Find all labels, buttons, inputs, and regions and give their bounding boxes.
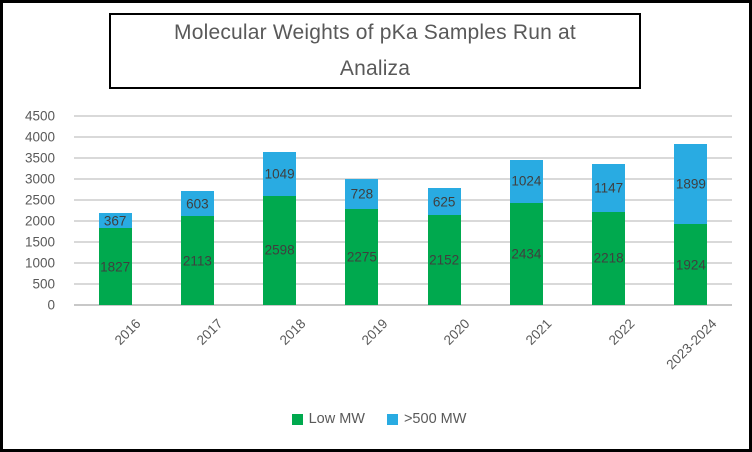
chart-title-line-1: Molecular Weights of pKa Samples Run at (174, 21, 576, 44)
legend-swatch-low-mw (291, 413, 303, 425)
legend-label-low-mw: Low MW (308, 411, 365, 427)
data-label: 1049 (264, 166, 295, 182)
gridline-500 (74, 283, 732, 285)
data-label: 625 (432, 194, 456, 209)
y-axis-tick-label: 0 (47, 297, 55, 313)
bar-2016: 1827 367 (98, 212, 132, 305)
gridline-1000 (74, 262, 732, 264)
bar-segment-low-mw: 2218 (592, 211, 626, 305)
bar-segment-low-mw: 1924 (674, 224, 708, 305)
data-label: 1147 (594, 180, 624, 196)
data-label: 2152 (429, 252, 460, 268)
bar-2019: 2275 728 (345, 178, 379, 305)
bar-2018: 2598 1049 (263, 151, 297, 305)
x-axis-label: 2021 (523, 316, 555, 348)
bar-segment--500-mw: 728 (345, 178, 379, 210)
y-axis-tick-label: 4000 (24, 129, 55, 145)
y-axis-tick-label: 3500 (24, 150, 55, 166)
y-axis-tick-label: 1500 (24, 234, 55, 250)
y-axis-tick-label: 4500 (24, 108, 55, 124)
bar-segment--500-mw: 367 (98, 212, 132, 229)
bar-segment--500-mw: 625 (427, 188, 461, 215)
bar-2023-2024: 1924 1899 (674, 144, 708, 305)
legend-item-low-mw: Low MW (291, 411, 365, 427)
bar-segment--500-mw: 1049 (263, 151, 297, 196)
chart-title-line-2: Analiza (339, 57, 411, 80)
data-label: 2275 (346, 249, 377, 265)
bar-2017: 2113 603 (180, 190, 214, 305)
gridline-2000 (74, 220, 732, 222)
gridline-4000 (74, 136, 732, 138)
x-axis-label: 2018 (276, 316, 309, 348)
data-label: 1024 (511, 173, 542, 189)
data-label: 2434 (511, 246, 542, 262)
y-axis-tick-label: 2000 (24, 213, 55, 229)
gridline-3000 (74, 178, 732, 180)
bar-segment--500-mw: 603 (180, 190, 214, 217)
data-label: 367 (103, 213, 127, 229)
bar-segment-low-mw: 2152 (427, 214, 461, 305)
legend: Low MW >500 MW (3, 407, 752, 431)
data-label: 603 (186, 196, 209, 212)
x-axis-label: 2022 (605, 316, 638, 348)
bar-2022: 2218 1147 (592, 163, 626, 305)
legend-swatch--500-mw (386, 413, 398, 425)
x-axis-label: 2020 (440, 316, 473, 348)
bar-segment-low-mw: 2434 (509, 202, 543, 305)
data-label: 2113 (182, 253, 212, 269)
gridline-4500 (74, 115, 732, 117)
y-axis-tick-label: 2500 (24, 192, 55, 208)
gridline-2500 (74, 199, 732, 201)
bar-segment--500-mw: 1147 (592, 163, 626, 212)
x-axis-label: 2023-2024 (663, 316, 720, 373)
bar-segment--500-mw: 1899 (674, 144, 708, 225)
data-label: 728 (350, 186, 374, 202)
data-label: 1827 (100, 259, 131, 275)
x-axis-label: 2017 (194, 316, 226, 348)
data-label: 2598 (264, 242, 295, 258)
bar-2020: 2152 625 (427, 188, 461, 305)
x-axis-label: 2016 (111, 316, 144, 348)
gridline-1500 (74, 241, 732, 243)
legend-label--500-mw: >500 MW (403, 411, 467, 427)
plot-area: 1827 367 2113 603 2598 1049 2275 728 2152 625 2434… (74, 115, 732, 306)
bar-segment--500-mw: 1024 (509, 159, 543, 203)
x-axis-label: 2019 (358, 316, 391, 348)
chart-title-box: Molecular Weights of pKa Samples Run at … (109, 13, 641, 89)
bar-segment-low-mw: 2113 (180, 216, 214, 305)
bar-segment-low-mw: 2598 (263, 195, 297, 305)
data-label: 1924 (675, 257, 706, 273)
data-label: 1899 (675, 176, 706, 192)
legend-item--500-mw: >500 MW (386, 411, 467, 427)
y-axis-tick-label: 3000 (24, 171, 55, 187)
bar-segment-low-mw: 2275 (345, 209, 379, 305)
data-label: 2218 (593, 250, 624, 266)
gridline-3500 (74, 157, 732, 159)
y-axis-tick-label: 500 (32, 276, 55, 292)
gridline-0 (74, 304, 732, 306)
bar-2021: 2434 1024 (509, 159, 543, 305)
bar-segment-low-mw: 1827 (98, 228, 132, 305)
y-axis-tick-label: 1000 (24, 255, 55, 271)
